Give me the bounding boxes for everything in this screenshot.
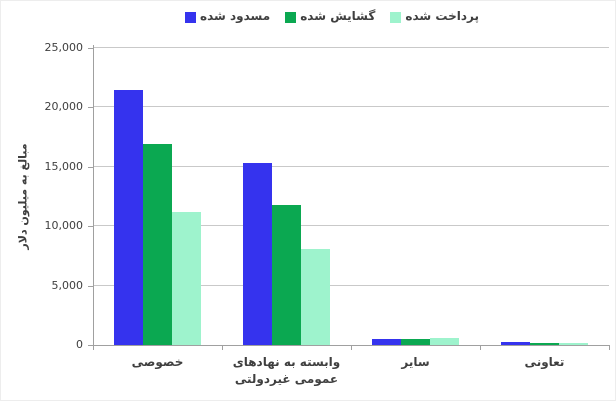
legend-label: گشایش شده [300,9,376,23]
legend-label: مسدود شده [200,9,271,23]
y-tick-label: 25,000 [44,41,84,54]
gridline [93,47,609,48]
x-category-label: سایر [401,355,430,369]
y-tick-label: 0 [76,338,83,351]
x-tick-mark [609,346,610,350]
bar-2-cat-3 [559,342,588,345]
y-axis-line [93,45,94,346]
x-category-label: تعاونی [524,355,565,369]
x-axis-line [93,345,610,346]
bar-0-cat-3 [501,342,530,345]
y-tick-mark [88,345,93,346]
legend-label: پرداخت شده [405,9,479,23]
y-tick-mark [88,107,93,109]
bar-1-cat-0 [143,144,172,345]
x-category-label: وابسته به نهادهای عمومی غیردولتی [232,355,341,386]
bar-2-cat-1 [301,248,330,345]
x-tick-mark [480,346,481,350]
legend-swatch-icon [390,12,402,23]
y-axis-title: مبالغ به میلیون دلار [16,143,30,250]
x-category-label: خصوصی [131,355,184,369]
bar-0-cat-1 [243,163,272,345]
gridline [93,106,609,108]
gridline [93,225,609,227]
gridline [93,284,609,286]
bar-1-cat-3 [530,343,559,345]
y-tick-mark [88,166,93,168]
y-tick-mark [88,48,93,49]
bar-2-cat-2 [430,337,459,345]
bar-0-cat-0 [114,89,143,345]
y-tick-mark [88,285,93,287]
x-tick-mark [93,346,94,350]
x-tick-mark [351,346,352,350]
bar-2-cat-0 [172,211,201,345]
gridline [93,165,609,167]
y-tick-mark [88,226,93,228]
y-tick-label: 5,000 [51,278,84,292]
bar-0-cat-2 [372,338,401,345]
legend-swatch-icon [185,12,197,23]
chart-legend: مسدود شده گشایش شده پرداخت شده [25,9,615,23]
bar-1-cat-2 [401,338,430,345]
y-tick-label: 15,000 [44,159,84,173]
legend-item-1: گشایش شده [285,9,375,23]
legend-item-2: پرداخت شده [390,9,479,23]
bar-1-cat-1 [272,204,301,345]
legend-swatch-icon [285,12,297,23]
plot-area [93,47,609,345]
x-tick-mark [222,346,223,350]
legend-item-0: مسدود شده [185,9,270,23]
y-tick-label: 10,000 [44,219,84,233]
y-tick-label: 20,000 [44,100,84,114]
